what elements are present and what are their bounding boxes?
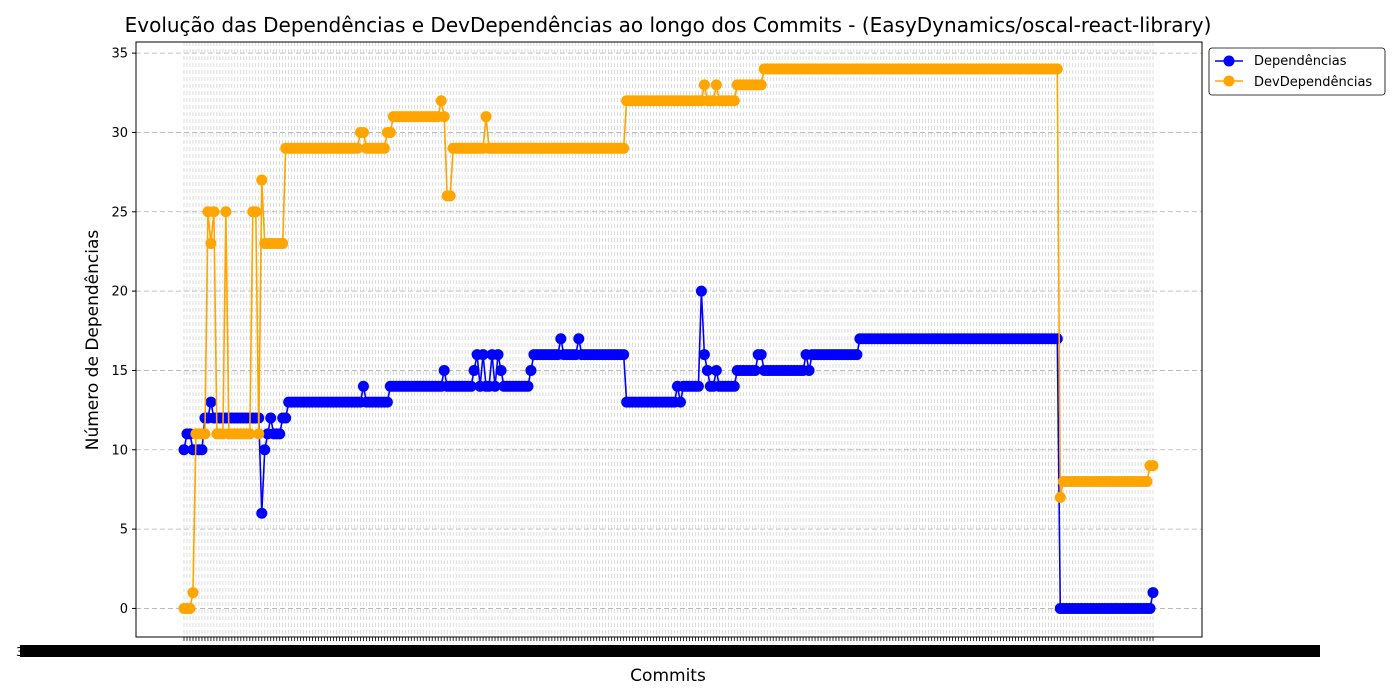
data-point <box>220 206 232 218</box>
data-point <box>710 79 722 91</box>
data-point <box>256 507 268 519</box>
data-point <box>674 396 686 408</box>
data-point <box>265 412 277 424</box>
chart-title: Evolução das Dependências e DevDependênc… <box>125 13 1212 37</box>
data-point <box>522 380 534 392</box>
y-axis-ticks: 0 5 10 15 20 25 30 35 <box>111 47 136 617</box>
data-point <box>618 142 630 154</box>
data-point <box>351 142 363 154</box>
data-point <box>701 364 713 376</box>
series-devdependencias <box>178 63 1159 614</box>
x-tick-labels-overlap <box>20 645 1320 657</box>
data-point <box>253 428 265 440</box>
y-tick-label: 20 <box>111 285 128 300</box>
y-axis-label: Número de Dependências <box>83 230 103 451</box>
data-point <box>205 238 217 250</box>
x-tick-label-first: 3f8 <box>16 645 36 659</box>
data-point <box>381 396 393 408</box>
data-point <box>1147 587 1159 599</box>
data-point <box>357 380 369 392</box>
legend-marker-dependencias <box>1223 55 1235 67</box>
data-point <box>274 428 286 440</box>
data-point <box>357 126 369 138</box>
data-point <box>199 428 211 440</box>
data-point <box>435 95 447 107</box>
data-point <box>749 364 761 376</box>
data-point <box>695 285 707 297</box>
data-point <box>196 444 208 456</box>
data-point <box>525 364 537 376</box>
data-point <box>1147 460 1159 472</box>
data-point <box>755 79 767 91</box>
data-point <box>1141 476 1153 488</box>
data-point <box>489 380 501 392</box>
data-point <box>468 364 480 376</box>
data-point <box>728 95 740 107</box>
data-point <box>555 333 567 345</box>
data-point <box>187 587 199 599</box>
data-point <box>256 174 268 186</box>
data-point <box>755 349 767 361</box>
data-point <box>618 349 630 361</box>
data-point <box>280 412 292 424</box>
data-point <box>277 238 289 250</box>
data-point <box>477 349 489 361</box>
data-point <box>1054 491 1066 503</box>
y-tick-label: 35 <box>111 47 128 62</box>
data-point <box>465 380 477 392</box>
data-point <box>803 364 815 376</box>
data-point <box>728 380 740 392</box>
data-point <box>178 444 190 456</box>
data-point <box>244 428 256 440</box>
y-tick-label: 0 <box>120 602 128 617</box>
data-point <box>184 602 196 614</box>
y-tick-label: 10 <box>111 443 128 458</box>
legend-label-devdependencias: DevDependências <box>1254 75 1372 90</box>
data-point <box>698 349 710 361</box>
data-point <box>208 206 220 218</box>
y-tick-label: 15 <box>111 364 128 379</box>
data-point <box>495 364 507 376</box>
data-point <box>573 333 585 345</box>
data-point <box>205 396 217 408</box>
y-tick-label: 5 <box>120 523 128 538</box>
legend: Dependências DevDependências <box>1208 47 1386 96</box>
data-point <box>259 444 271 456</box>
data-point <box>438 364 450 376</box>
series-layer <box>178 63 1159 614</box>
data-point <box>692 380 704 392</box>
data-point <box>1051 63 1063 75</box>
legend-box <box>1208 47 1386 96</box>
data-point <box>698 79 710 91</box>
data-point <box>250 206 262 218</box>
x-axis-label: Commits <box>630 666 706 686</box>
data-point <box>438 111 450 123</box>
series-dependencias <box>178 285 1159 614</box>
data-point <box>480 111 492 123</box>
plot-frame <box>135 41 1203 638</box>
data-point <box>710 364 722 376</box>
data-point <box>1051 333 1063 345</box>
horizontal-grid <box>136 52 1202 609</box>
x-axis-ticks: 3f8 b6d8 <box>16 637 1320 659</box>
x-tick-label-last: b6d8 <box>1289 645 1320 659</box>
data-point <box>378 142 390 154</box>
y-tick-label: 30 <box>111 126 128 141</box>
data-point <box>851 349 863 361</box>
data-point <box>384 126 396 138</box>
legend-marker-devdependencias <box>1223 75 1235 87</box>
legend-label-dependencias: Dependências <box>1254 54 1347 69</box>
data-point <box>444 190 456 202</box>
data-point <box>1144 602 1156 614</box>
y-tick-label: 25 <box>111 205 128 220</box>
data-point <box>492 349 504 361</box>
